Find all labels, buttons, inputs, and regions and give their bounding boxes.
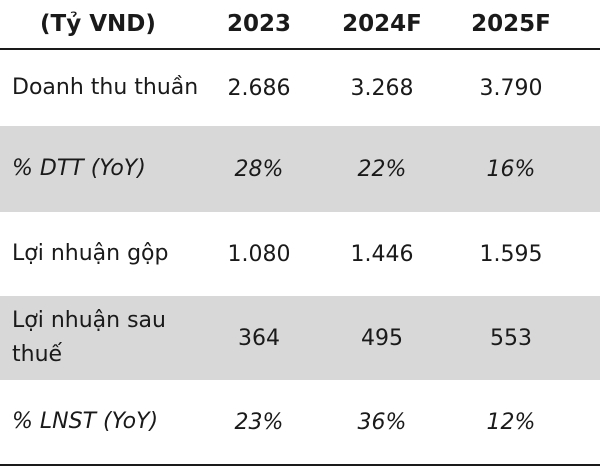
cell-net-profit-growth-2024f: 36% (357, 409, 407, 435)
header-year-2024f: 2024F (342, 11, 422, 37)
cell-revenue-growth-2024f: 22% (357, 156, 407, 182)
cell-revenue-2024f: 3.268 (350, 75, 414, 101)
cell-net-profit-2025f: 553 (490, 325, 532, 351)
header-year-2025f: 2025F (471, 11, 551, 37)
header-year-2023: 2023 (226, 11, 291, 37)
cell-net-profit-growth-2025f: 12% (486, 409, 536, 435)
table-header-row: (Tỷ VND) 2023 2024F 2025F (0, 0, 600, 50)
cell-revenue-2023: 2.686 (227, 75, 291, 101)
row-label-revenue-growth: % DTT (YoY) (12, 156, 146, 181)
cell-gross-profit-2025f: 1.595 (479, 241, 543, 267)
row-label-gross-profit: Lợi nhuận gộp (12, 241, 169, 266)
table-row-gross-profit: Lợi nhuận gộp 1.080 1.446 1.595 (0, 212, 600, 296)
row-label-net-profit: Lợi nhuận sau thuế (12, 308, 166, 367)
table-row-revenue-growth: % DTT (YoY) 28% 22% 16% (0, 126, 600, 212)
table-row-revenue: Doanh thu thuần 2.686 3.268 3.790 (0, 50, 600, 126)
row-label-net-profit-growth: % LNST (YoY) (12, 409, 159, 434)
cell-revenue-growth-2023: 28% (234, 156, 284, 182)
cell-gross-profit-2024f: 1.446 (350, 241, 414, 267)
unit-label: (Tỷ VND) (40, 11, 156, 37)
row-label-revenue: Doanh thu thuần (12, 75, 199, 100)
cell-gross-profit-2023: 1.080 (227, 241, 291, 267)
cell-net-profit-2023: 364 (238, 325, 280, 351)
cell-revenue-growth-2025f: 16% (486, 156, 536, 182)
table-row-net-profit: Lợi nhuận sau thuế 364 495 553 (0, 296, 600, 380)
table-bottom-rule (0, 464, 600, 466)
cell-revenue-2025f: 3.790 (479, 75, 543, 101)
cell-net-profit-growth-2023: 23% (234, 409, 284, 435)
table-row-net-profit-growth: % LNST (YoY) 23% 36% 12% (0, 380, 600, 464)
cell-net-profit-2024f: 495 (361, 325, 403, 351)
